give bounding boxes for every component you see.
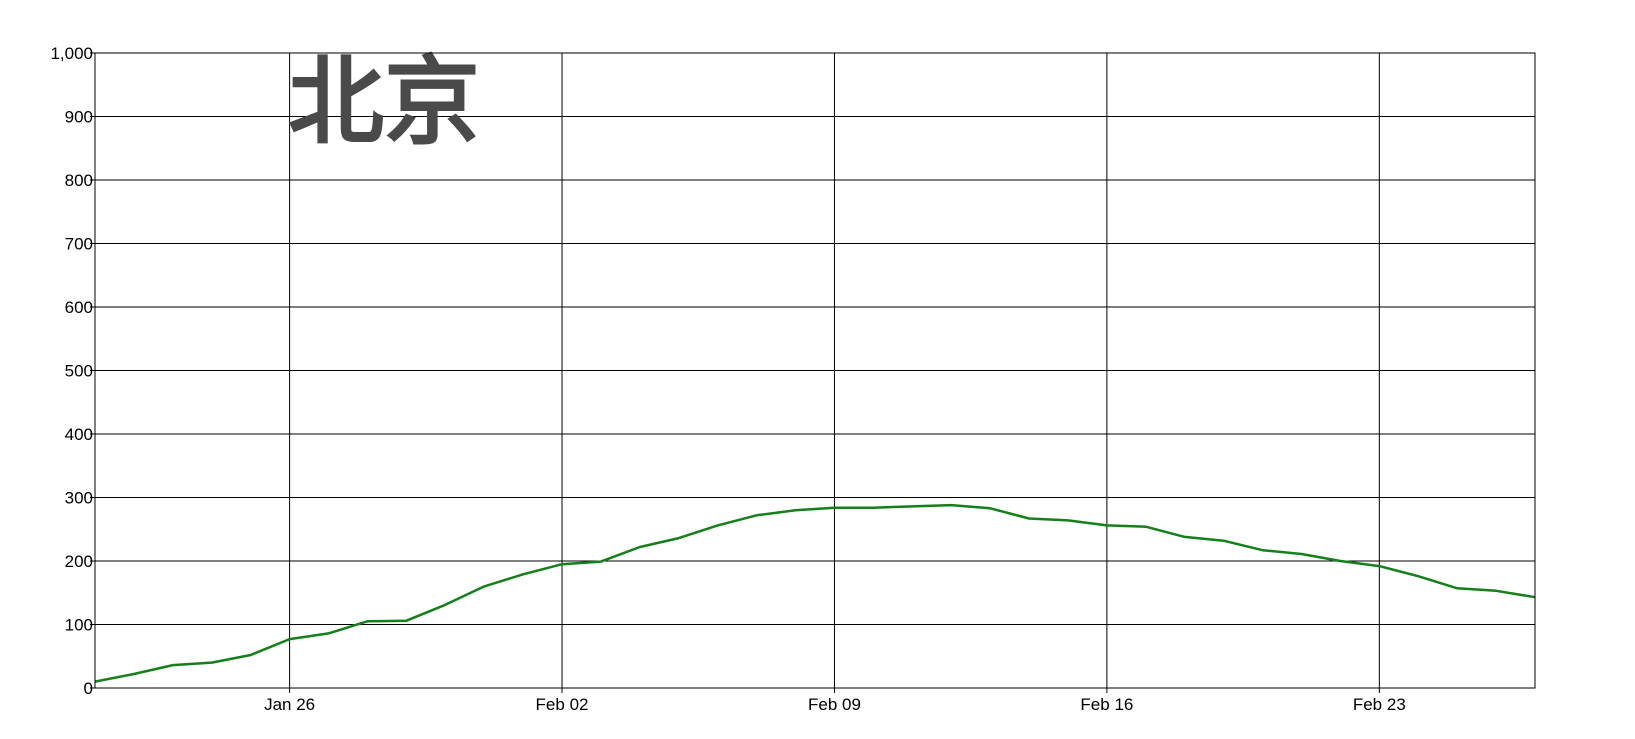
y-tick-label: 300 — [65, 489, 93, 508]
plot-frame — [94, 52, 1536, 689]
x-tick-label: Feb 23 — [1353, 695, 1406, 714]
x-tick-label: Jan 26 — [264, 695, 315, 714]
y-axis-ticks: 0 100 200 300 400 500 600 700 800 900 1,000 — [50, 44, 95, 698]
y-tick-label: 0 — [84, 679, 93, 698]
y-tick-label: 700 — [65, 235, 93, 254]
y-tick-label: 900 — [65, 108, 93, 127]
x-tick-label: Feb 09 — [808, 695, 861, 714]
y-tick-label: 200 — [65, 552, 93, 571]
x-tick-label: Feb 16 — [1080, 695, 1133, 714]
y-tick-label: 100 — [65, 616, 93, 635]
y-tick-label: 800 — [65, 171, 93, 190]
x-axis-ticks: Jan 26 Feb 02 Feb 09 Feb 16 Feb 23 — [264, 688, 1406, 714]
series-group — [94, 503, 1536, 683]
y-tick-label: 1,000 — [50, 44, 93, 63]
y-tick-label: 600 — [65, 298, 93, 317]
y-tick-label: 500 — [65, 362, 93, 381]
x-tick-label: Feb 02 — [536, 695, 589, 714]
y-tick-label: 400 — [65, 425, 93, 444]
series-line — [94, 503, 1536, 683]
chart-title: 北京 — [288, 45, 480, 158]
